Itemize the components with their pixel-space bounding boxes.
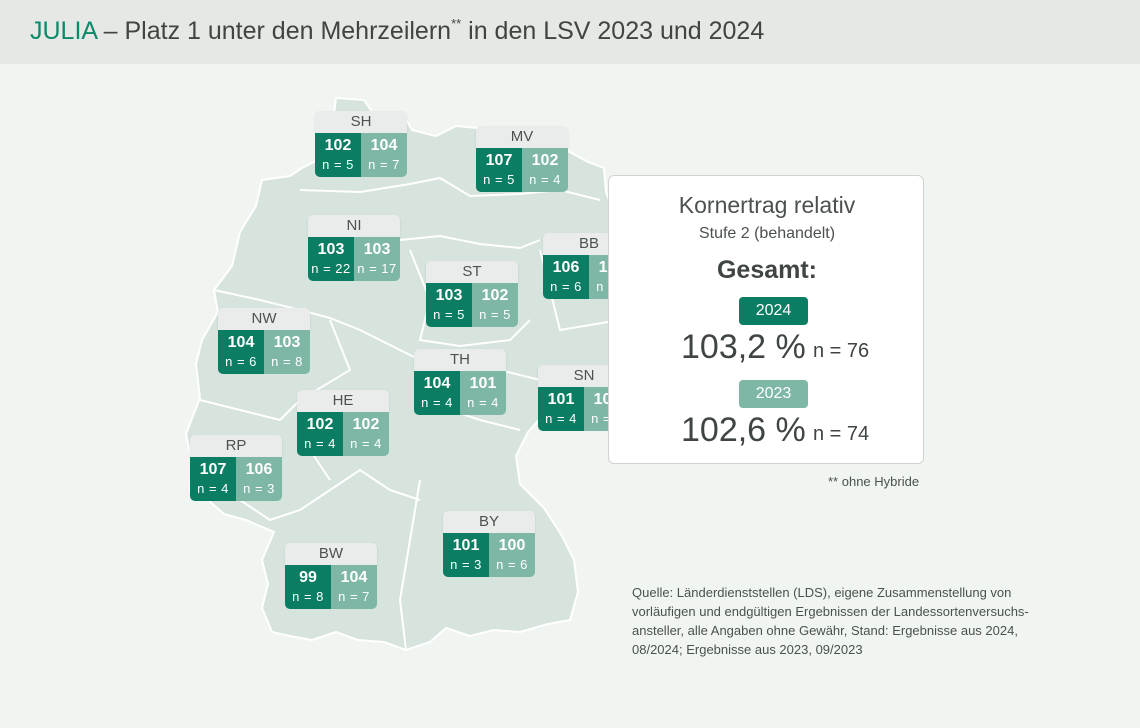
source-line: vorläufigen und endgültigen Ergebnissen … <box>632 604 1029 619</box>
value-2024: 102 n = 4 <box>297 412 343 456</box>
value-2023: 100 n = 6 <box>489 533 535 577</box>
state-code: HE <box>297 390 389 412</box>
value-2024: 101 n = 3 <box>443 533 489 577</box>
brand-name: JULIA <box>30 17 97 45</box>
footnote: ** ohne Hybride <box>828 474 920 489</box>
value-2023: 103 n = 17 <box>354 237 400 281</box>
value-2024: 102 n = 5 <box>315 133 361 177</box>
title-text: – Platz 1 unter den Mehrzeilern <box>96 17 452 45</box>
state-box-bw: BW 99 n = 8 104 n = 7 <box>285 543 377 609</box>
value-2023: 102 n = 4 <box>343 412 389 456</box>
page-title: JULIA – Platz 1 unter den Mehrzeilern** … <box>30 15 765 46</box>
total-n-2024: n = 76 <box>813 340 870 362</box>
state-code: SH <box>315 111 407 133</box>
year-badge-2023: 2023 <box>739 380 808 408</box>
value-2023: 103 n = 8 <box>264 330 310 374</box>
source-line: 08/2024; Ergebnisse aus 2023, 09/2023 <box>632 642 863 657</box>
state-box-by: BY 101 n = 3 100 n = 6 <box>443 511 535 577</box>
value-2023: 104 n = 7 <box>331 565 377 609</box>
value-2024: 106 n = 6 <box>543 255 589 299</box>
summary-box: Kornertrag relativ Stufe 2 (behandelt) G… <box>608 175 924 464</box>
state-code: RP <box>190 435 282 457</box>
total-n-2023: n = 74 <box>813 423 870 445</box>
state-code: NW <box>218 308 310 330</box>
year-badge-2024: 2024 <box>739 297 808 325</box>
source-line: ansteller, alle Angaben ohne Gewähr, Sta… <box>632 623 1018 638</box>
value-2023: 106 n = 3 <box>236 457 282 501</box>
value-2024: 103 n = 22 <box>308 237 354 281</box>
state-box-he: HE 102 n = 4 102 n = 4 <box>297 390 389 456</box>
title-footnote-mark: ** <box>451 15 462 31</box>
state-box-ni: NI 103 n = 22 103 n = 17 <box>308 215 400 281</box>
state-box-mv: MV 107 n = 5 102 n = 4 <box>476 126 568 192</box>
value-2024: 101 n = 4 <box>538 387 584 431</box>
value-2023: 101 n = 4 <box>460 371 506 415</box>
value-2024: 104 n = 4 <box>414 371 460 415</box>
state-box-sh: SH 102 n = 5 104 n = 7 <box>315 111 407 177</box>
state-code: MV <box>476 126 568 148</box>
state-box-st: ST 103 n = 5 102 n = 5 <box>426 261 518 327</box>
state-box-nw: NW 104 n = 6 103 n = 8 <box>218 308 310 374</box>
value-2024: 103 n = 5 <box>426 283 472 327</box>
source-note: Quelle: Länderdienststellen (LDS), eigen… <box>632 583 1072 659</box>
total-value-2024: 103,2 % <box>681 328 806 366</box>
header-bar: JULIA – Platz 1 unter den Mehrzeilern** … <box>0 0 1140 64</box>
value-2024: 107 n = 4 <box>190 457 236 501</box>
summary-subtitle: Stufe 2 (behandelt) <box>698 225 836 242</box>
value-2024: 107 n = 5 <box>476 148 522 192</box>
state-code: SN <box>538 365 630 387</box>
title-text-end: in den LSV 2023 und 2024 <box>461 17 765 45</box>
value-2023: 104 n = 7 <box>361 133 407 177</box>
state-code: ST <box>426 261 518 283</box>
state-code: NI <box>308 215 400 237</box>
value-2024: 104 n = 6 <box>218 330 264 374</box>
summary-title: Kornertrag relativ <box>678 192 856 218</box>
value-2023: 102 n = 4 <box>522 148 568 192</box>
summary-total-label: Gesamt: <box>716 256 818 284</box>
source-line: Quelle: Länderdienststellen (LDS), eigen… <box>632 585 1012 600</box>
state-code: TH <box>414 349 506 371</box>
total-value-2023: 102,6 % <box>681 411 806 449</box>
state-box-th: TH 104 n = 4 101 n = 4 <box>414 349 506 415</box>
state-code: BW <box>285 543 377 565</box>
state-box-rp: RP 107 n = 4 106 n = 3 <box>190 435 282 501</box>
state-code: BY <box>443 511 535 533</box>
value-2024: 99 n = 8 <box>285 565 331 609</box>
